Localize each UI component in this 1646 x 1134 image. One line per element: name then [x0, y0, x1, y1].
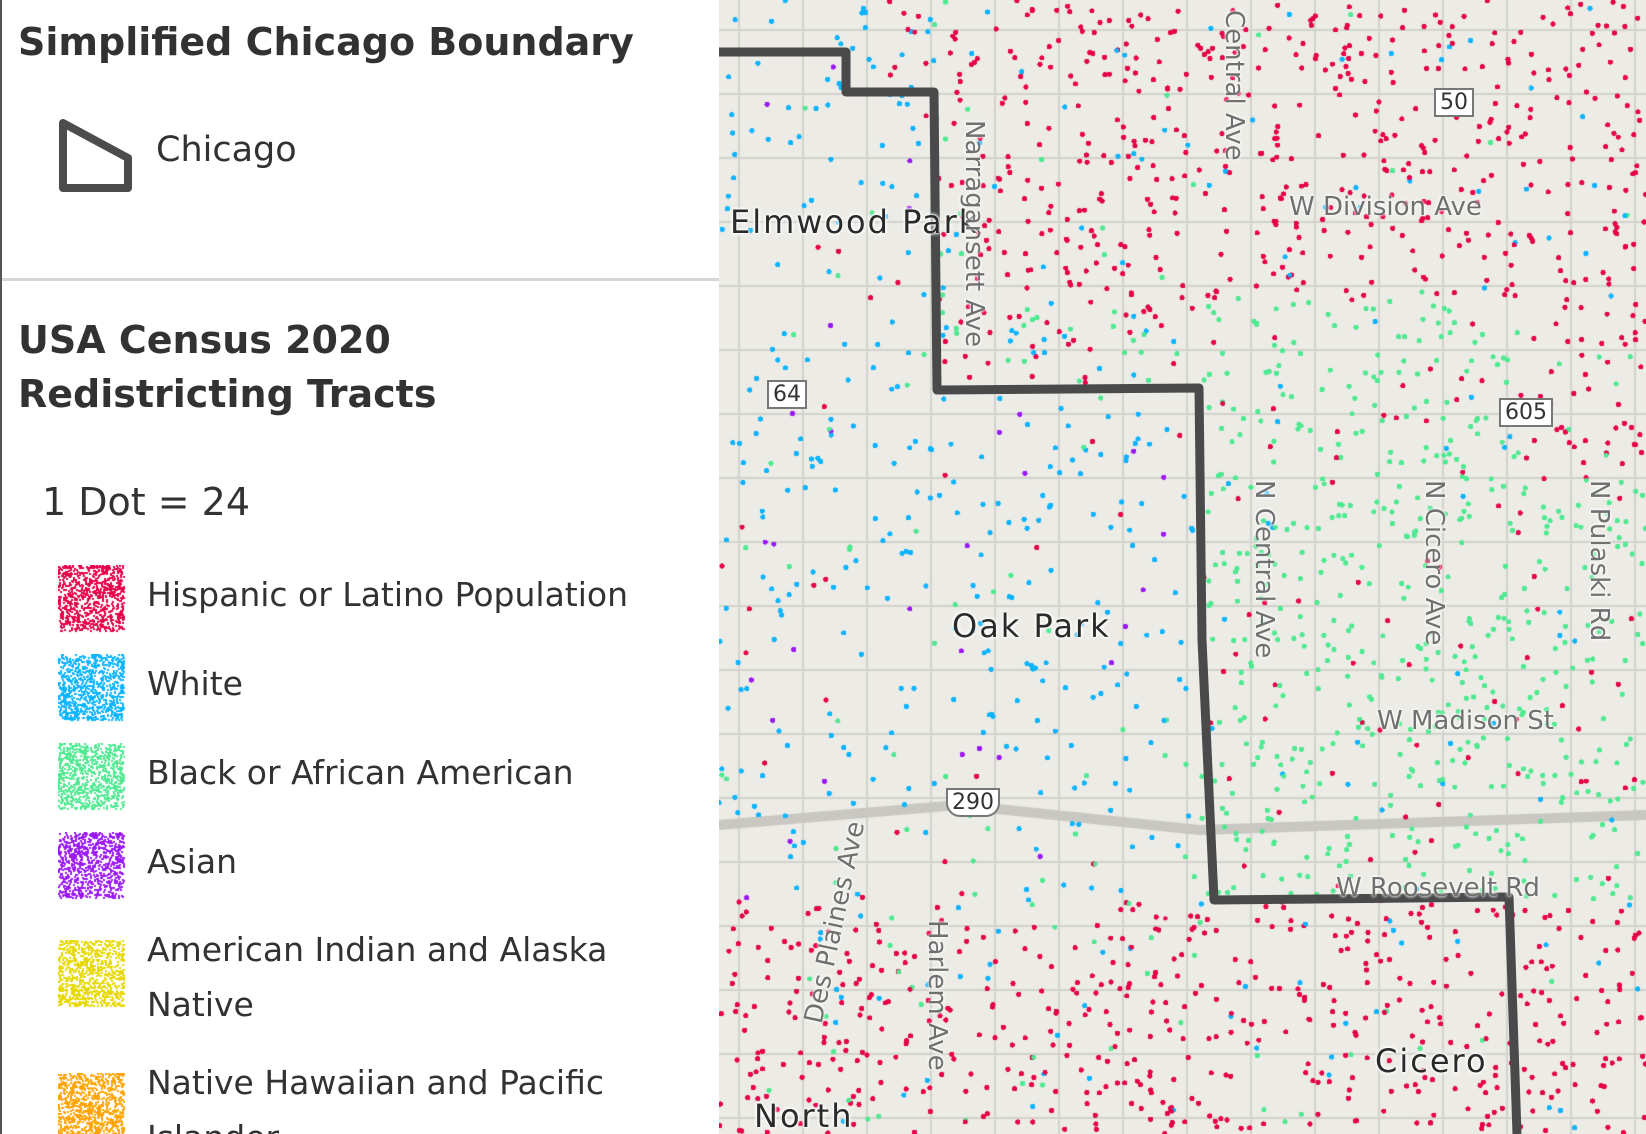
- native-american-dot-swatch: [58, 940, 126, 1008]
- street-label-n-pulaski: N Pulaski Rd: [1584, 480, 1614, 642]
- legend-label-pacific-islander: Native Hawaiian and Pacific Islander: [147, 1063, 605, 1134]
- asian-dot-swatch: [58, 832, 126, 900]
- map-view[interactable]: Elmwood Park Oak Park Cicero North Narra…: [719, 0, 1646, 1134]
- legend-panel: Simplified Chicago Boundary Chicago USA …: [0, 0, 719, 1134]
- place-label-cicero: Cicero: [1375, 1042, 1488, 1080]
- interstate-shield-290: 290: [946, 788, 1000, 817]
- place-label-north: North: [754, 1097, 854, 1134]
- legend-label-asian: Asian: [147, 842, 238, 881]
- route-shield-605: 605: [1499, 398, 1553, 427]
- street-label-n-central: N Central Ave: [1249, 480, 1279, 659]
- legend-label-white: White: [147, 664, 243, 703]
- place-label-elmwood-park: Elmwood Park: [730, 203, 980, 241]
- place-label-oak-park: Oak Park: [952, 607, 1111, 645]
- boundary-layer-title: Simplified Chicago Boundary: [18, 20, 634, 64]
- route-shield-64: 64: [767, 380, 807, 409]
- pacific-islander-dot-swatch: [58, 1073, 126, 1134]
- hispanic-dot-swatch: [58, 565, 126, 633]
- legend-label-hispanic: Hispanic or Latino Population: [147, 575, 628, 614]
- black-dot-swatch: [58, 743, 126, 811]
- layer-divider: [2, 278, 719, 281]
- chicago-legend-label: Chicago: [156, 130, 297, 170]
- dot-value-text: 1 Dot = 24: [42, 480, 251, 524]
- street-label-central: Central Ave: [1219, 10, 1249, 161]
- legend-label-black: Black or African American: [147, 753, 574, 792]
- chicago-boundary-line: [719, 47, 1522, 1134]
- street-label-narragansett: Narragansett Ave: [959, 120, 989, 347]
- polygon-outline-icon: [59, 119, 132, 192]
- boundary-overlay: [719, 47, 1522, 1134]
- white-dot-swatch: [58, 654, 126, 722]
- street-label-roosevelt: W Roosevelt Rd: [1336, 873, 1540, 903]
- street-label-harlem: Harlem Ave: [922, 920, 952, 1071]
- route-shield-50: 50: [1434, 88, 1474, 117]
- street-label-n-cicero: N Cicero Ave: [1419, 480, 1449, 646]
- census-layer-title: USA Census 2020 Redistricting Tracts: [18, 318, 437, 416]
- street-label-madison: W Madison St: [1377, 706, 1554, 736]
- legend-label-native-american: American Indian and Alaska Native: [147, 930, 608, 1024]
- street-label-division: W Division Ave: [1289, 192, 1482, 222]
- dot-density-layer: [719, 0, 1646, 1134]
